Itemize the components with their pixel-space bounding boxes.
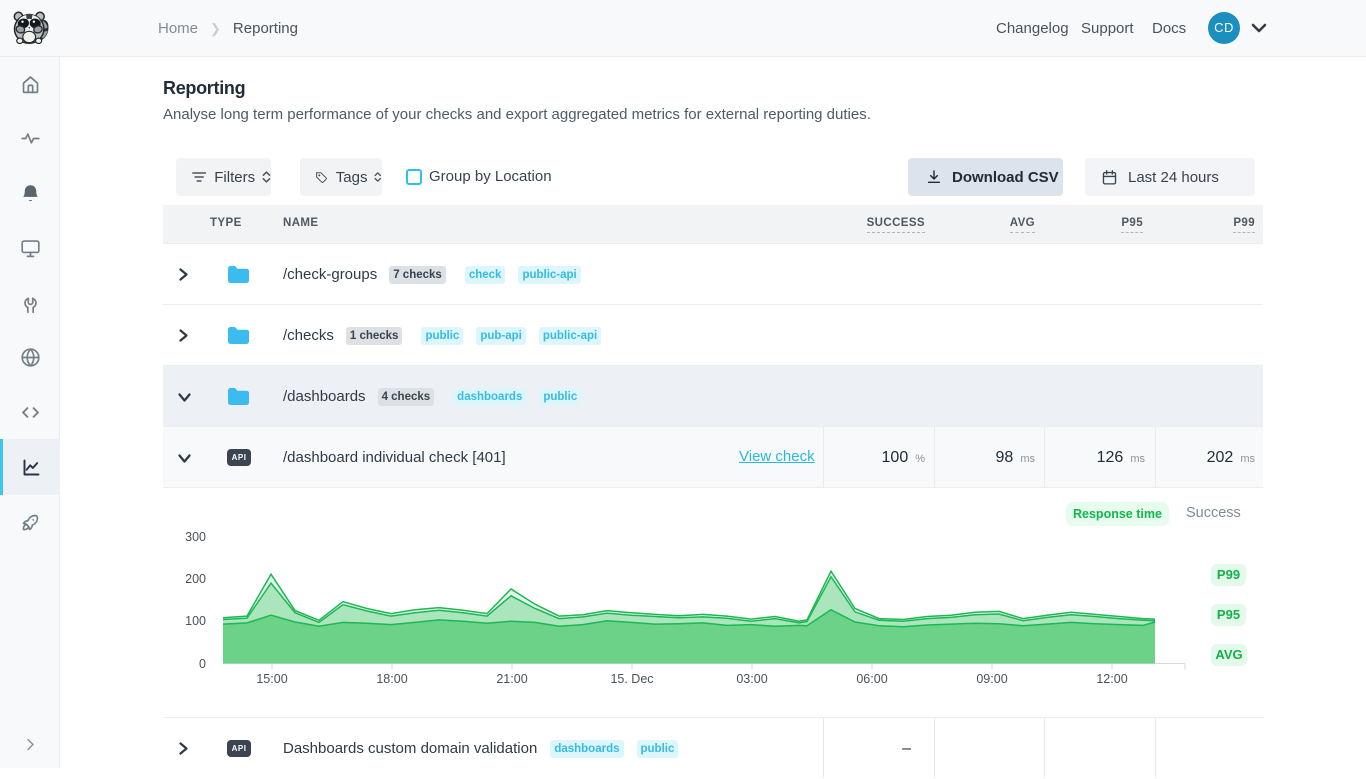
svg-text:03:00: 03:00: [736, 672, 767, 686]
svg-text:0: 0: [199, 657, 206, 671]
svg-text:15:00: 15:00: [256, 672, 287, 686]
svg-text:12:00: 12:00: [1096, 672, 1127, 686]
svg-text:200: 200: [185, 572, 206, 586]
svg-text:09:00: 09:00: [976, 672, 1007, 686]
svg-text:100: 100: [185, 614, 206, 628]
svg-text:06:00: 06:00: [856, 672, 887, 686]
svg-text:18:00: 18:00: [376, 672, 407, 686]
svg-text:300: 300: [185, 530, 206, 544]
svg-text:21:00: 21:00: [496, 672, 527, 686]
svg-text:15. Dec: 15. Dec: [610, 672, 653, 686]
